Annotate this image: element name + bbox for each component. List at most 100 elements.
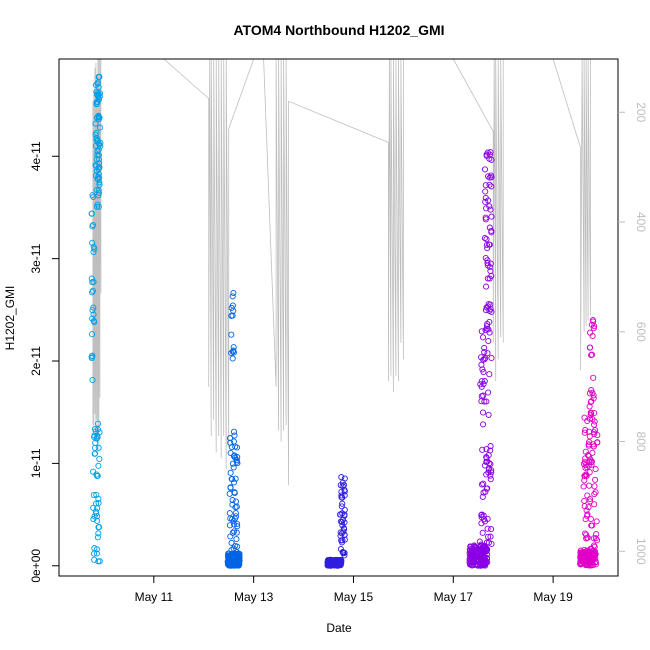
data-point (588, 559, 595, 566)
data-point (89, 352, 96, 359)
data-point (227, 469, 234, 476)
data-point (483, 458, 490, 466)
series-3 (466, 149, 495, 569)
data-point (230, 307, 237, 314)
data-point (485, 173, 492, 180)
data-point (337, 529, 344, 536)
data-point (472, 545, 479, 552)
data-point (479, 493, 486, 500)
data-point (95, 203, 102, 210)
data-point (588, 352, 595, 359)
y-tick-label: 3e-11 (29, 243, 43, 273)
data-point (478, 549, 485, 556)
data-point (477, 555, 484, 562)
data-point (581, 458, 588, 465)
data-point (483, 446, 490, 453)
data-point (581, 546, 588, 553)
data-point (340, 528, 347, 535)
data-point (338, 494, 345, 501)
data-point (341, 526, 348, 533)
data-point (487, 267, 494, 275)
data-point (94, 175, 101, 182)
data-point (483, 241, 490, 249)
data-point (232, 542, 239, 549)
data-point (228, 539, 235, 546)
data-point (587, 329, 594, 336)
series-4 (577, 317, 601, 569)
data-point (96, 90, 104, 97)
data-point (482, 182, 489, 189)
data-point (88, 275, 95, 282)
x-tick-label: May 15 (334, 590, 374, 604)
data-point (485, 465, 492, 472)
data-point (90, 278, 97, 285)
data-point (228, 331, 235, 338)
y-tick-label: 0e+00 (29, 549, 43, 583)
data-point (341, 552, 348, 559)
data-point (93, 135, 100, 142)
data-point (94, 426, 102, 433)
data-point (588, 546, 595, 553)
data-point (229, 497, 236, 504)
data-point (482, 355, 489, 362)
data-point (93, 435, 100, 442)
data-point (487, 447, 494, 454)
data-point (227, 449, 234, 457)
data-point (230, 289, 237, 297)
data-point (478, 512, 485, 519)
data-point (95, 91, 102, 98)
data-point (90, 550, 98, 557)
y-tick-label: 1e-11 (29, 448, 43, 478)
data-point (479, 334, 487, 341)
data-point (487, 206, 494, 213)
data-point (487, 472, 494, 479)
data-point (484, 546, 491, 553)
data-point (95, 500, 102, 507)
data-point (95, 187, 102, 194)
data-point (479, 409, 487, 416)
data-point (582, 530, 589, 537)
data-point (338, 474, 345, 481)
data-point (230, 528, 238, 535)
data-point (483, 485, 490, 492)
data-point (92, 162, 99, 169)
data-point (594, 439, 601, 446)
data-point (586, 482, 593, 489)
data-point (228, 312, 235, 319)
data-point (90, 491, 97, 499)
data-point (334, 560, 341, 568)
data-point (341, 511, 348, 518)
data-point (585, 453, 593, 460)
data-point (483, 539, 490, 546)
data-point (474, 561, 481, 568)
chart-title: ATOM4 Northbound H1202_GMI (233, 22, 444, 38)
data-point (480, 480, 487, 487)
data-point (581, 472, 588, 479)
data-point (581, 414, 588, 421)
data-point (230, 344, 237, 351)
data-point (90, 516, 97, 523)
x-tick-label: May 17 (434, 590, 474, 604)
data-point (591, 491, 598, 498)
y-right-tick-label: 600 (634, 322, 648, 342)
data-point (89, 307, 96, 314)
data-point (339, 549, 346, 556)
data-point (88, 355, 95, 362)
data-point (230, 464, 237, 471)
data-point (91, 513, 98, 520)
data-point (92, 439, 99, 446)
data-point (91, 432, 98, 439)
data-point (95, 166, 102, 173)
data-point (481, 398, 488, 405)
data-point (480, 368, 487, 376)
data-point (484, 320, 491, 327)
data-point (482, 326, 489, 334)
data-point (590, 374, 597, 381)
data-point (229, 460, 236, 467)
plot-frame (58, 58, 619, 577)
data-point (337, 532, 344, 539)
data-point (226, 522, 233, 529)
data-point (484, 257, 491, 264)
data-point (338, 503, 345, 510)
data-point (488, 183, 495, 190)
